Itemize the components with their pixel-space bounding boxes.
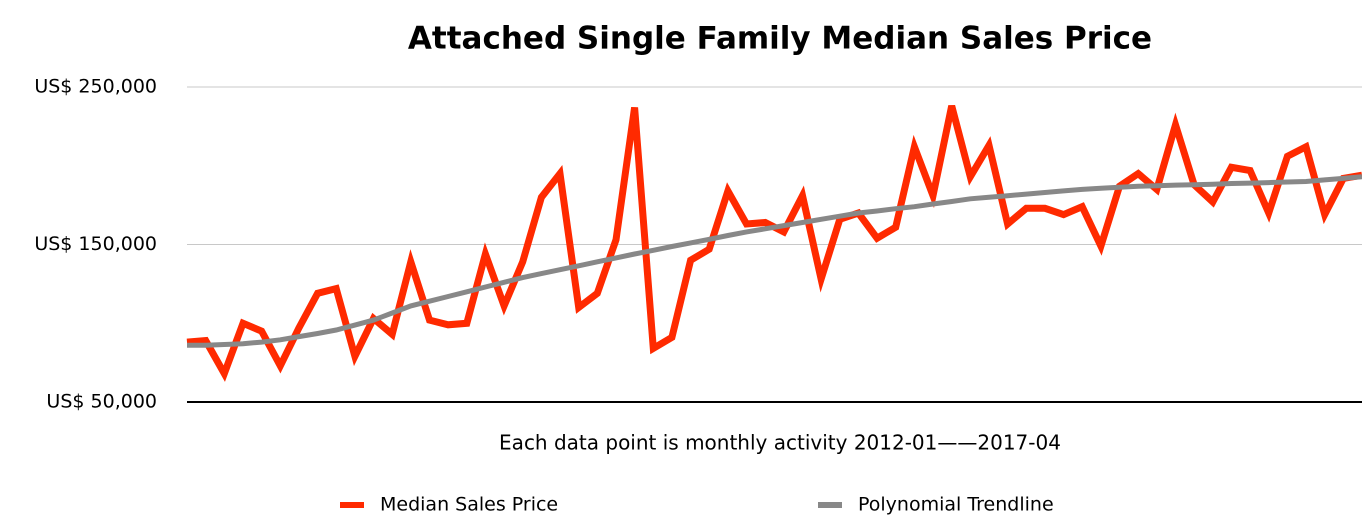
- y-tick-label: US$ 150,000: [34, 233, 157, 255]
- y-tick-label: US$ 50,000: [46, 391, 157, 413]
- legend-label: Median Sales Price: [380, 494, 558, 516]
- chart-title: Attached Single Family Median Sales Pric…: [408, 21, 1152, 57]
- legend-label: Polynomial Trendline: [858, 494, 1054, 516]
- line-series: [186, 105, 1362, 382]
- line-series: [187, 174, 1362, 348]
- y-tick-label: US$ 250,000: [34, 76, 157, 98]
- x-axis-label: Each data point is monthly activity 2012…: [499, 431, 1061, 455]
